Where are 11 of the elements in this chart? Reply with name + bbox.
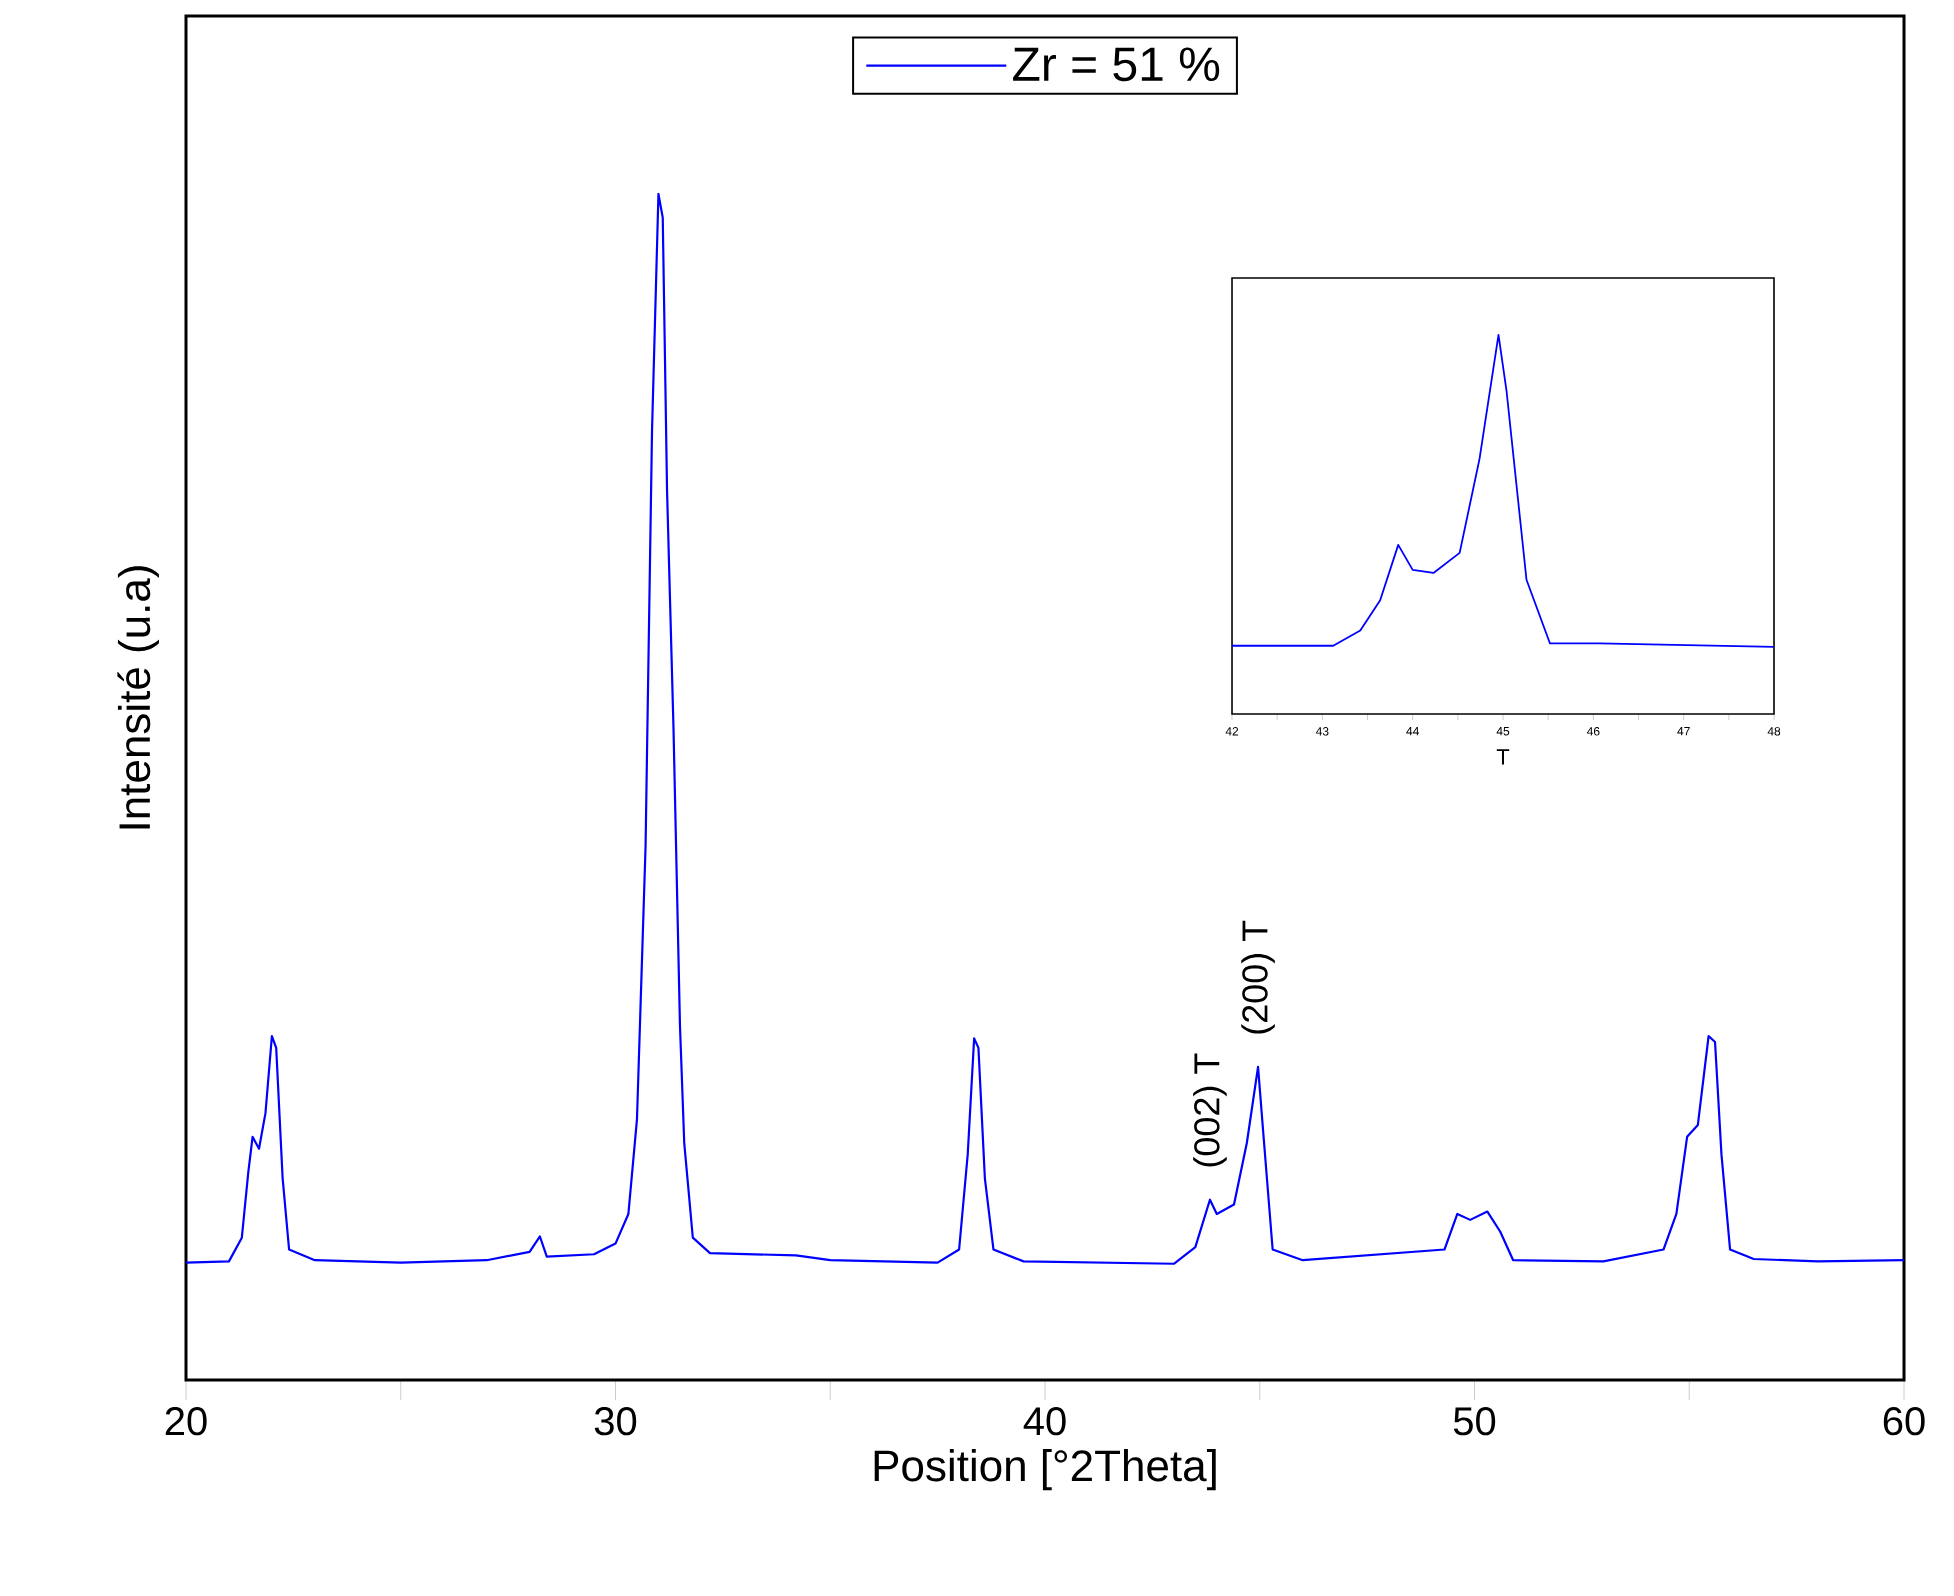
annotation: (200) T	[1241, 920, 1275, 1034]
y-axis-title: Intensité (u.a)	[117, 566, 159, 829]
x-tick-label: 20	[165, 1407, 207, 1436]
annotation: (002) T	[1193, 1053, 1227, 1167]
legend-label: Zr = 51 %	[1013, 47, 1220, 82]
x-axis-title: T	[1496, 749, 1510, 765]
x-tick-label: 30	[594, 1407, 637, 1436]
x-tick-label: 40	[1023, 1407, 1066, 1436]
x-tick-label: 50	[1453, 1407, 1496, 1436]
x-tick-label: 60	[1883, 1407, 1925, 1436]
x-axis-title: Position [°2Theta]	[874, 1449, 1216, 1491]
